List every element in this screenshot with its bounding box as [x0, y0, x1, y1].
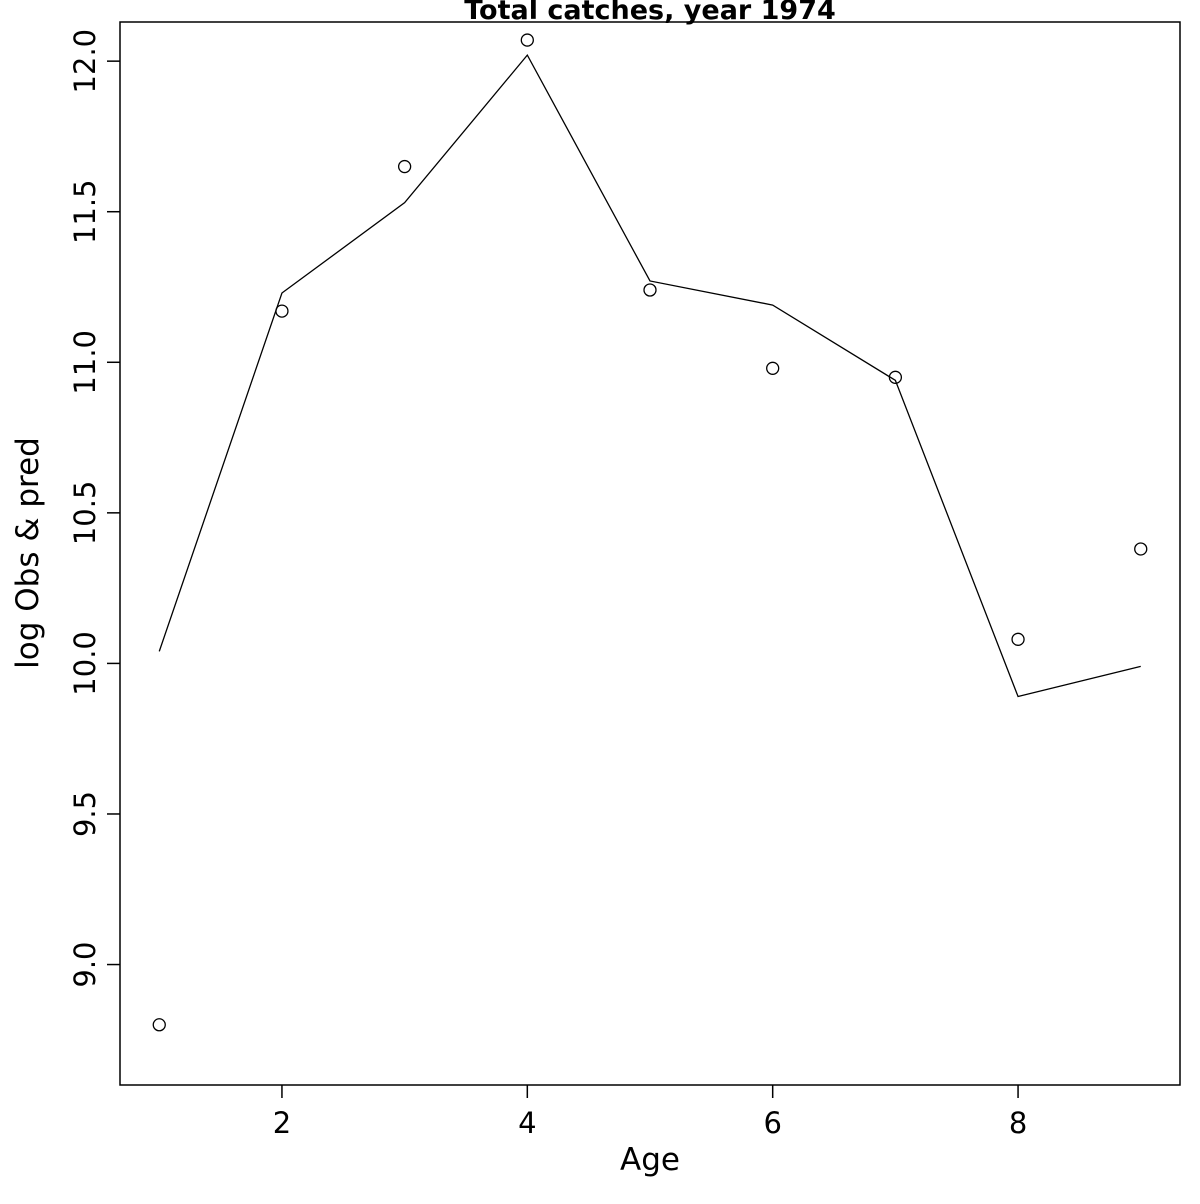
- x-axis-label: Age: [620, 1142, 680, 1178]
- observed-point: [275, 304, 289, 318]
- observed-point: [888, 370, 903, 384]
- prediction-line: [158, 53, 1141, 698]
- y-axis-label: log Obs & pred: [10, 437, 46, 669]
- y-tick-label: 9.5: [68, 791, 102, 837]
- y-tick-label: 11.0: [68, 330, 102, 395]
- x-axis: 2 4 6 8: [273, 1085, 1027, 1140]
- observed-points: [152, 33, 1148, 1032]
- y-axis: 9.0 9.5 10.0 10.5 11.0 11.5 12.0: [68, 29, 120, 988]
- chart-title: Total catches, year 1974: [464, 0, 836, 26]
- observed-point: [1134, 542, 1148, 556]
- observed-point: [1011, 632, 1025, 646]
- x-tick-label: 4: [518, 1106, 536, 1140]
- x-tick-label: 2: [273, 1106, 291, 1140]
- observed-point: [766, 361, 780, 375]
- plot-border: [119, 21, 1181, 1086]
- observed-point: [520, 33, 534, 47]
- observed-point: [152, 1018, 166, 1032]
- observed-point: [397, 159, 412, 174]
- y-tick-label: 11.5: [68, 179, 102, 244]
- y-tick-label: 10.5: [68, 481, 102, 546]
- x-tick-label: 8: [1009, 1106, 1027, 1140]
- y-tick-label: 9.0: [68, 941, 102, 987]
- observed-point: [643, 283, 657, 297]
- y-tick-label: 12.0: [68, 29, 102, 94]
- x-tick-label: 6: [763, 1106, 781, 1140]
- y-tick-label: 10.0: [68, 631, 102, 696]
